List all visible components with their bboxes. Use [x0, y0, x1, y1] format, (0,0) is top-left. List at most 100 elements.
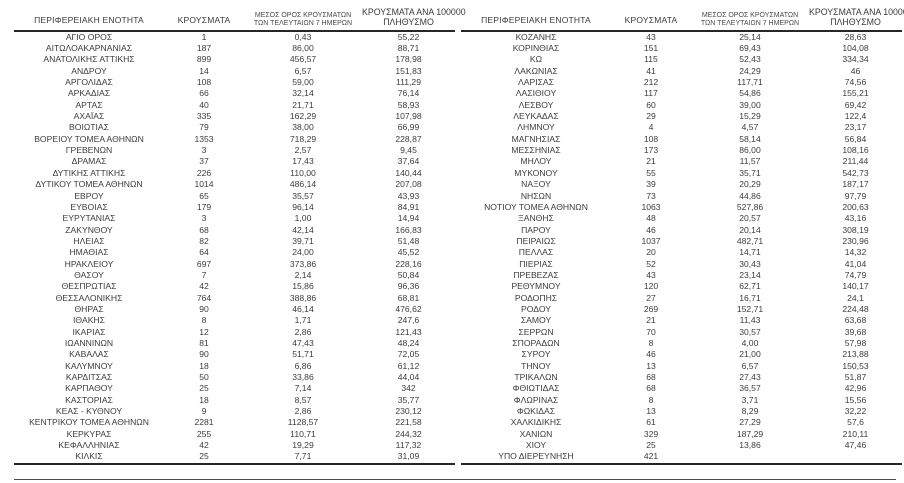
cases-cell: 60 [646, 99, 656, 110]
region-cell: ΑΡΤΑΣ [75, 99, 103, 110]
region-cell: ΘΕΣΣΑΛΟΝΙΚΗΣ [55, 292, 123, 303]
column-header-per100k-line1: ΚΡΟΥΣΜΑΤΑ ΑΝΑ 100000 [809, 7, 904, 17]
avg7-cell: 51,71 [292, 349, 314, 360]
cases-cell: 66 [199, 88, 209, 99]
avg7-cell: 388,86 [289, 292, 317, 303]
avg7-cell: 117,71 [737, 77, 763, 88]
avg7-cell: 152,71 [736, 303, 764, 314]
region-cell: ΦΛΩΡΙΝΑΣ [513, 394, 559, 405]
table-row: ΙΚΑΡΙΑΣ 12 2,86 121,43 [14, 327, 455, 338]
avg7-cell: 17,43 [292, 156, 314, 167]
per100k-cell: 31,09 [397, 451, 420, 462]
per100k-cell: 23,17 [844, 122, 867, 133]
avg7-cell: 19,29 [292, 440, 314, 451]
region-cell: ΑΝΑΤΟΛΙΚΗΣ ΑΤΤΙΚΗΣ [43, 54, 135, 65]
table-row: ΔΥΤΙΚΟΥ ΤΟΜΕΑ ΑΘΗΝΩΝ 1014 486,14 207,08 [14, 179, 455, 190]
table-row: ΠΑΡΟΥ 46 20,14 308,19 [461, 225, 902, 236]
region-cell: ΑΧΑΪΑΣ [73, 111, 105, 122]
cases-cell: 212 [643, 77, 659, 88]
column-header-cases-label: ΚΡΟΥΣΜΑΤΑ [177, 14, 231, 25]
avg7-cell: 27,43 [739, 372, 761, 382]
avg7-cell: 20,57 [739, 213, 761, 224]
avg7-cell: 35,71 [739, 167, 761, 178]
cases-cell: 151 [643, 43, 659, 54]
avg7-cell: 20,14 [739, 224, 761, 235]
per100k-cell: 48,24 [397, 337, 420, 348]
per100k-cell: 42,96 [844, 383, 867, 394]
table-row: ΚΙΛΚΙΣ 25 7,71 31,09 [14, 451, 455, 463]
per100k-cell: 61,12 [397, 360, 420, 371]
avg7-cell: 46,14 [292, 303, 314, 314]
avg7-cell: 30,57 [739, 326, 761, 337]
per100k-cell: 9,45 [400, 145, 417, 156]
per100k-cell: 44,04 [397, 372, 420, 382]
cases-cell: 117 [644, 88, 658, 99]
region-cell: ΚΕΝΤΡΙΚΟΥ ΤΟΜΕΑ ΑΘΗΝΩΝ [29, 417, 149, 428]
per100k-cell: 37,64 [397, 156, 420, 167]
avg7-cell: 373,86 [289, 258, 317, 269]
avg7-cell: 456,57 [289, 54, 317, 65]
table-row: ΑΓΙΟ ΟΡΟΣ 1 0,43 55,22 [14, 31, 455, 43]
avg7-cell: 4,57 [741, 122, 759, 133]
region-cell: ΣΥΡΟΥ [521, 349, 551, 360]
avg7-cell: 39,00 [739, 99, 761, 110]
region-cell: ΚΑΒΑΛΑΣ [69, 349, 109, 360]
table-row: ΦΩΚΙΔΑΣ 13 8,29 32,22 [461, 406, 902, 417]
column-header-cases: ΚΡΟΥΣΜΑΤΑ [611, 8, 691, 32]
table-row: ΗΡΑΚΛΕΙΟΥ 697 373,86 228,16 [14, 259, 455, 270]
table-row: ΛΕΣΒΟΥ 60 39,00 69,42 [461, 100, 902, 111]
table-row: ΧΑΝΙΩΝ 329 187,29 210,11 [461, 429, 902, 440]
cases-cell: 61 [646, 417, 656, 428]
avg7-cell: 110,00 [290, 167, 316, 178]
region-cell: ΜΑΓΝΗΣΙΑΣ [511, 133, 561, 144]
region-cell: ΡΕΘΥΜΝΟΥ [511, 281, 561, 292]
per100k-cell: 230,12 [395, 406, 422, 417]
table-row: ΣΥΡΟΥ 46 21,00 213,88 [461, 349, 902, 360]
table-row: ΚΕΝΤΡΙΚΟΥ ΤΟΜΕΑ ΑΘΗΝΩΝ 2281 1128,57 221,58 [14, 417, 455, 428]
per100k-cell: 74,56 [844, 77, 867, 88]
avg7-cell: 6,57 [741, 360, 759, 371]
avg7-cell: 8,29 [741, 406, 759, 417]
region-cell: ΑΡΚΑΔΙΑΣ [67, 88, 111, 99]
region-cell: ΘΕΣΠΡΩΤΙΑΣ [61, 281, 117, 292]
avg7-cell: 21,00 [739, 349, 761, 360]
per100k-cell: 150,53 [842, 360, 869, 371]
table-row: ΚΟΖΑΝΗΣ 43 25,14 28,63 [461, 31, 902, 43]
avg7-cell: 162,29 [289, 111, 317, 122]
avg7-cell: 718,29 [289, 133, 317, 144]
cases-table-right: ΠΕΡΙΦΕΡΕΙΑΚΗ ΕΝΟΤΗΤΑ ΚΡΟΥΣΜΑΤΑ ΜΕΣΟΣ ΟΡΟ… [461, 7, 904, 465]
cases-cell: 42 [199, 281, 209, 292]
table-row: ΚΕΑΣ - ΚΥΘΝΟΥ 9 2,86 230,12 [14, 406, 455, 417]
column-header-per100k: ΚΡΟΥΣΜΑΤΑ ΑΝΑ 100000 ΠΛΗΘΥΣΜΟ [809, 7, 904, 32]
per100k-cell: 35,77 [397, 394, 420, 405]
per100k-cell: 542,73 [842, 167, 869, 178]
region-cell: ΚΕΦΑΛΛΗΝΙΑΣ [58, 440, 120, 451]
avg7-cell: 32,14 [292, 88, 314, 99]
region-cell: ΡΟΔΟΥ [521, 303, 551, 314]
region-cell: ΕΥΡΥΤΑΝΙΑΣ [62, 213, 116, 224]
tables-container: ΠΕΡΙΦΕΡΕΙΑΚΗ ΕΝΟΤΗΤΑ ΚΡΟΥΣΜΑΤΑ ΜΕΣΟΣ ΟΡΟ… [14, 7, 904, 465]
table-row: ΛΑΡΙΣΑΣ 212 117,71 74,56 [461, 77, 902, 88]
cases-cell: 14 [199, 65, 209, 76]
per100k-cell: 69,42 [844, 99, 867, 110]
cases-cell: 764 [196, 292, 212, 303]
cases-cell: 90 [199, 303, 209, 314]
region-cell: ΓΡΕΒΕΝΩΝ [65, 145, 113, 156]
table-row: ΝΑΞΟΥ 39 20,29 187,17 [461, 179, 902, 190]
table-row: ΗΜΑΘΙΑΣ 64 24,00 45,52 [14, 247, 455, 258]
region-cell: ΘΗΡΑΣ [74, 303, 104, 314]
table-row: ΗΛΕΙΑΣ 82 39,71 51,48 [14, 236, 455, 247]
table-row: ΝΗΣΩΝ 73 44,86 97,79 [461, 191, 902, 202]
table-row: ΧΙΟΥ 25 13,86 47,46 [461, 440, 902, 451]
region-cell: ΣΑΜΟΥ [520, 315, 552, 326]
table-row: ΒΟΡΕΙΟΥ ΤΟΜΕΑ ΑΘΗΝΩΝ 1353 718,29 228,87 [14, 134, 455, 145]
cases-cell: 115 [644, 54, 658, 65]
cases-cell: 65 [199, 190, 209, 201]
avg7-cell: 59,00 [292, 77, 314, 88]
per100k-cell: 47,46 [844, 440, 867, 451]
cases-cell: 25 [199, 383, 209, 394]
table-row: ΣΕΡΡΩΝ 70 30,57 39,68 [461, 327, 902, 338]
avg7-cell: 2,86 [294, 326, 312, 337]
cases-cell: 4 [648, 122, 654, 133]
region-cell: ΥΠΟ ΔΙΕΡΕΥΝΗΣΗ [498, 451, 574, 462]
